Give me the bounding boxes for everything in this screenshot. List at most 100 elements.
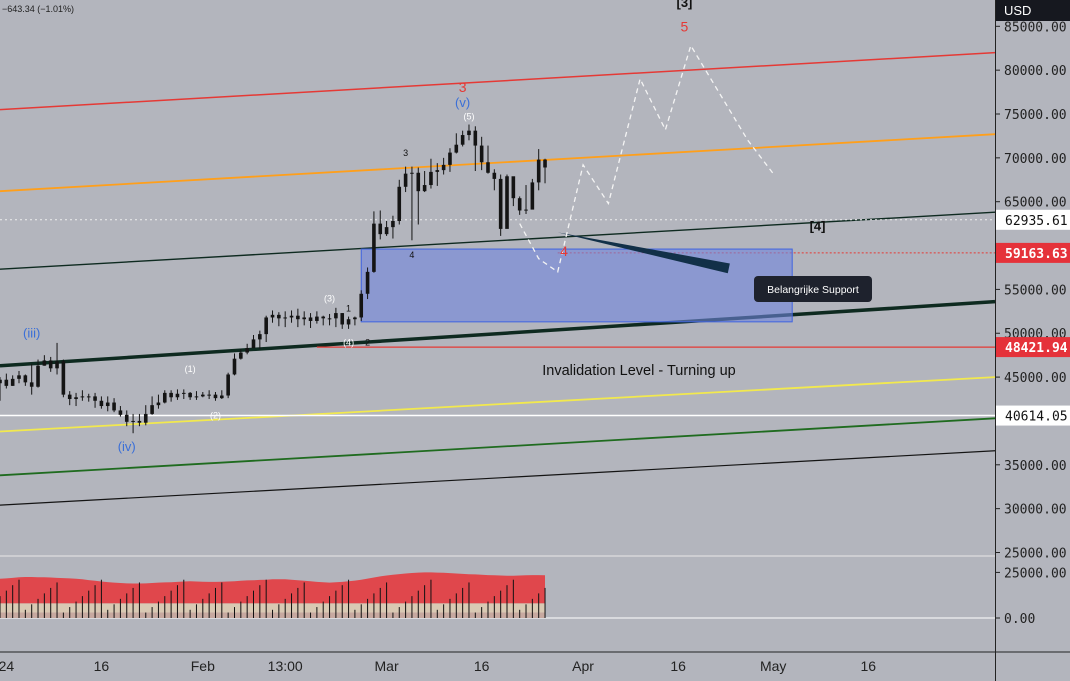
candle-body xyxy=(308,317,313,321)
candle-body xyxy=(505,176,509,229)
annotation-layer: Invalidation Level - Turning up Belangri… xyxy=(2,0,1070,379)
candle-body xyxy=(353,317,357,320)
candle-body xyxy=(264,317,268,335)
candle-body xyxy=(23,375,28,383)
wave-label: (v) xyxy=(455,95,470,110)
x-tick-label: Mar xyxy=(375,658,399,674)
support-tooltip-box xyxy=(754,276,872,302)
candle-body xyxy=(105,402,110,407)
y-tick-label: 75000.00 xyxy=(1004,108,1067,123)
wave-label: (5) xyxy=(463,111,474,121)
trend-line xyxy=(0,51,996,111)
candle-body xyxy=(86,396,91,398)
candle-body xyxy=(194,396,199,398)
price-label: 40614.05 xyxy=(1005,410,1068,425)
candle-body xyxy=(397,186,402,221)
candle-body xyxy=(239,352,243,359)
candle-body xyxy=(245,348,249,353)
candle-body xyxy=(410,172,414,174)
candle-body xyxy=(175,393,180,398)
wave-label: (iv) xyxy=(118,439,136,454)
support-pointer xyxy=(557,232,730,274)
candle-body xyxy=(251,339,256,349)
wave-label: 4 xyxy=(409,250,414,260)
price-label-box xyxy=(996,337,1070,358)
wave-label: 1 xyxy=(346,303,351,313)
candle-body xyxy=(327,318,332,320)
candles-layer xyxy=(0,124,547,434)
y-tick-label: 30000.00 xyxy=(1004,503,1067,518)
candle-body xyxy=(67,394,72,400)
candle-body xyxy=(80,396,85,398)
support-tooltip[interactable]: Belangrijke Support xyxy=(754,276,872,302)
price-label-box xyxy=(996,209,1070,230)
wave-label: 3 xyxy=(403,148,408,158)
candle-body xyxy=(321,316,326,319)
candle-body xyxy=(169,392,173,398)
invalidation-label: Invalidation Level - Turning up xyxy=(542,363,735,379)
support-zone xyxy=(360,248,793,323)
candle-body xyxy=(422,185,427,192)
candle-body xyxy=(296,315,300,320)
volume-layer xyxy=(0,572,546,618)
price-label: 59163.63 xyxy=(1005,247,1068,262)
candle-body xyxy=(220,395,224,399)
x-tick-label: May xyxy=(760,658,786,674)
candle-body xyxy=(302,317,307,320)
y-tick-label: 45000.00 xyxy=(1004,371,1067,386)
candle-body xyxy=(93,396,97,401)
trend-line xyxy=(0,133,996,193)
candle-body xyxy=(536,159,541,183)
currency-badge[interactable]: USD xyxy=(1004,3,1031,18)
price-label: 48421.94 xyxy=(1005,341,1068,356)
candle-body xyxy=(454,144,459,153)
x-tick-label: 16 xyxy=(94,658,110,674)
candle-body xyxy=(207,394,211,396)
price-label: 62935.61 xyxy=(1005,214,1068,229)
y-tick-label: 55000.00 xyxy=(1004,283,1067,298)
candle-body xyxy=(258,334,262,340)
candle-body xyxy=(143,413,148,423)
candle-body xyxy=(36,365,40,387)
candle-body xyxy=(448,152,452,165)
candle-body xyxy=(524,209,528,211)
candle-body xyxy=(4,379,9,386)
candle-body xyxy=(188,392,192,398)
x-tick-label: 16 xyxy=(474,658,490,674)
trend-line xyxy=(0,376,996,433)
currency-badge-box[interactable] xyxy=(996,0,1070,21)
candle-body xyxy=(359,293,364,318)
y-tick-label: 65000.00 xyxy=(1004,196,1067,211)
candle-body xyxy=(162,392,167,403)
candle-body xyxy=(156,402,161,406)
trend-line xyxy=(0,417,996,477)
candle-body xyxy=(48,360,53,369)
candle-body xyxy=(0,379,2,384)
wave-label: (2) xyxy=(210,410,221,420)
candle-body xyxy=(346,319,351,325)
trend-line xyxy=(0,211,996,270)
candle-body xyxy=(372,223,376,272)
candle-body xyxy=(435,170,440,172)
candle-body xyxy=(181,392,186,394)
y-tick-label: 80000.00 xyxy=(1004,64,1067,79)
drawing-layer xyxy=(0,44,996,506)
volume-tick-label: 0.00 xyxy=(1004,612,1035,627)
candle-body xyxy=(55,361,59,369)
candle-body xyxy=(511,176,516,199)
candle-body xyxy=(340,313,345,325)
candle-body xyxy=(277,314,281,319)
price-label-box xyxy=(996,405,1070,426)
candle-body xyxy=(517,198,522,211)
projection-path xyxy=(519,44,774,273)
candle-body xyxy=(61,361,66,395)
candle-body xyxy=(416,172,421,192)
candle-body xyxy=(429,171,433,186)
volume-upper-band xyxy=(0,572,546,604)
wave-label: (1) xyxy=(185,364,196,374)
candle-body xyxy=(486,162,490,173)
y-tick-label: 70000.00 xyxy=(1004,152,1067,167)
